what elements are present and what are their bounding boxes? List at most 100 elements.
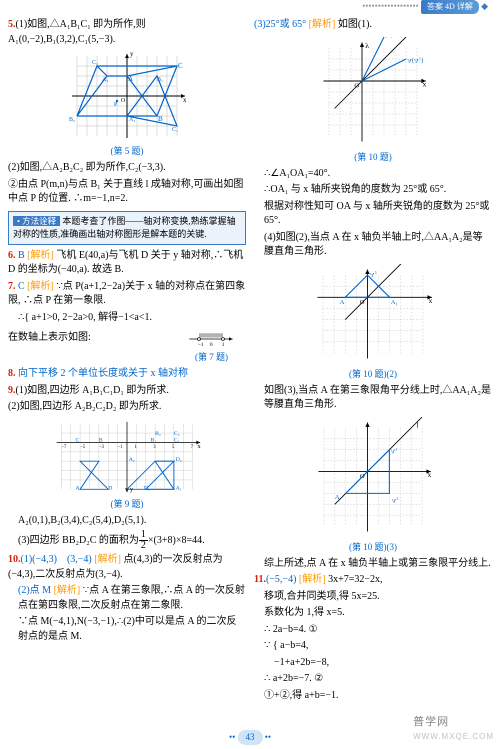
q5-caption: (第 5 题) [8,145,246,158]
svg-text:D₁: D₁ [144,485,150,491]
q10-num: 10. [8,554,21,565]
q10-ans1: (1)(−4,3) (3,−4) [21,554,92,565]
q10-ans3: (3)25°或 65° [254,19,306,30]
svg-text:C₂: C₂ [174,431,180,437]
q5-num: 5. [8,19,16,30]
svg-text:C₁: C₁ [174,437,180,443]
q5-p2b: ②由点 P(m,n)与点 B₁ 关于直线 l 成轴对称,可画出如图中点 P 的位… [8,178,246,207]
svg-text:A₁: A₁ [390,447,397,454]
analysis-label-4: [解析] [54,585,81,596]
q8-num: 8. [8,368,16,379]
q9-p3b: ×(3+8)×8=44. [148,535,205,546]
page-number: •• 43 •• [229,730,271,745]
q7-sys: ∴{ a+1>0, 2−2a>0, 解得−1<a<1. [8,311,246,326]
svg-text:−1: −1 [118,445,124,450]
svg-text:B₁: B₁ [157,77,163,83]
q11-num: 11. [254,574,266,585]
q10-ans2: (2)点 M [18,585,51,596]
q10-fig3: A A₁ A₂ x l O [308,417,438,537]
svg-text:x: x [428,470,432,479]
q10-fig2-cap: (第 10 题)(2) [254,368,492,381]
q10-fig1-cap: (第 10 题) [254,151,492,164]
svg-text:y: y [365,42,369,51]
svg-text:A₂: A₂ [102,77,108,83]
svg-text:−3: −3 [99,445,105,450]
svg-text:O: O [354,82,359,89]
svg-text:A₁: A₁ [176,485,182,491]
svg-text:D₂: D₂ [176,457,182,463]
svg-text:C: C [178,62,183,70]
watermark: 普学网 WWW.MXQE.COM [413,715,494,743]
q10b-l2: ∴OA₁ 与 x 轴所夹锐角的度数为 25°或 65°. [254,183,492,198]
method-label: • 方法诠释 [13,216,60,226]
q10b-l1: ∴∠A₁OA₁=40°. [254,167,492,182]
q10b-p4b: 如图(3),当点 A 在第三象限角平分线上时,△AA₁A₂是等腰直角三角形. [254,384,492,413]
svg-text:A₂: A₂ [370,270,377,277]
svg-text:O: O [360,299,365,306]
analysis-label-3: [解析] [94,554,121,565]
svg-text:A₂: A₂ [392,496,399,503]
svg-text:B₁: B₁ [150,437,156,443]
q9-p3a: (3)四边形 BB₂D₂C 的面积为 [18,535,139,546]
analysis-label-6: [解析] [299,574,326,585]
svg-text:O: O [121,98,126,104]
svg-text:A: A [75,485,80,491]
q11-ans: (−5,−4) [266,574,296,585]
svg-text:1: 1 [135,445,138,450]
svg-text:3: 3 [153,445,156,450]
svg-text:C₁: C₁ [172,127,178,133]
svg-text:−5: −5 [80,445,86,450]
q7-caption: (第 7 题) [8,351,246,364]
q10-fig3-cap: (第 10 题)(3) [254,541,492,554]
svg-text:A: A [335,493,340,500]
q10-t3: ∵点 M(−4,1),N(−3,−1),∴(2)中可以是点 A 的二次反射点的是… [8,615,246,644]
svg-text:l: l [417,420,419,429]
q10-fig2: A A₁ A₂ x l O [308,264,438,364]
svg-text:x: x [183,96,187,104]
svg-text:A₁: A₁ [129,117,135,123]
q11-s5: ∴ a+2b=−7. ② [254,672,492,687]
header-icon: ◆ [481,1,488,11]
svg-text:A₁: A₁ [391,299,398,306]
svg-text:A: A [340,299,345,306]
q10b-p4a: (4)如图(2),当点 A 在 x 轴负半轴上时,△AA₁A₂是等腰直角三角形. [254,231,492,260]
svg-text:B: B [158,115,163,123]
q10b-conc: 综上所述,点 A 在 x 轴负半轴上或第三象限平分线上. [254,557,492,572]
svg-text:C₂: C₂ [92,60,98,66]
q7-num: 7. [8,281,16,292]
svg-text:A₁': A₁' [384,37,392,39]
svg-text:A: A [128,75,133,83]
analysis-label-5: [解析] [309,19,336,30]
q9-caption: (第 9 题) [8,498,246,511]
svg-text:x: x [423,79,427,88]
q7-numline: −101 [176,327,246,351]
frac-half: 12 [139,530,148,551]
q7-text2: 在数轴上表示如图: [8,331,176,346]
q11-s6: ①+②,得 a+b=−1. [254,689,492,704]
q8-ans: 向下平移 2 个单位长度或关于 x 轴对称 [18,368,188,379]
q11-s0: 移项,合并同类项,得 5x=25. [254,590,492,605]
q5-figure: x y A B C A₁ B₁ C₁ A₂ B₂ C₂ P O [67,51,187,141]
svg-text:O: O [360,473,365,480]
svg-text:B: B [99,437,103,443]
svg-text:5: 5 [172,445,175,450]
q5-p2a: (2)如图,△A₂B₂C₂ 即为所作,C₂(−3,3). [8,161,246,176]
svg-text:−7: −7 [61,445,67,450]
q9-p1: (1)如图,四边形 A₁B₁C₁D₁ 即为所求. [16,385,169,396]
svg-text:A₂: A₂ [129,457,135,463]
svg-text:P: P [114,102,118,108]
svg-text:B₂: B₂ [69,117,75,123]
q9-figure: ABCD A₁B₁C₁D₁ A₂B₂C₂D₂ −7−5−3−1 1357 xy [32,419,222,494]
q9-num: 9. [8,385,16,396]
q10-fig1: xy l A₁' A(A₁) O [308,37,438,147]
svg-text:−1: −1 [198,342,204,348]
q10-t2: ∵点 A 在第三象限,∴点 A 的一次反射点在第四象限,二次反射点在第二象限. [18,585,245,611]
q9-coords: A₂(0,1),B₂(3,4),C₂(5,4),D₂(5,1). [8,514,246,529]
svg-text:y: y [130,51,134,58]
q5-p1: (1)如图,△A₁B₁C₁ 即为所作,则 A₁(0,−2),B₁(3,2),C₁… [8,19,146,45]
q9-p2: (2)如图,四边形 A₂B₂C₂D₂ 即为所求. [8,400,246,415]
header-ribbon: 答案 4D 详解 [421,0,479,14]
q11-s3: ∵ { a−b=4, [254,639,492,654]
q7-ans: C [18,281,25,292]
q6-num: 6. [8,250,16,261]
